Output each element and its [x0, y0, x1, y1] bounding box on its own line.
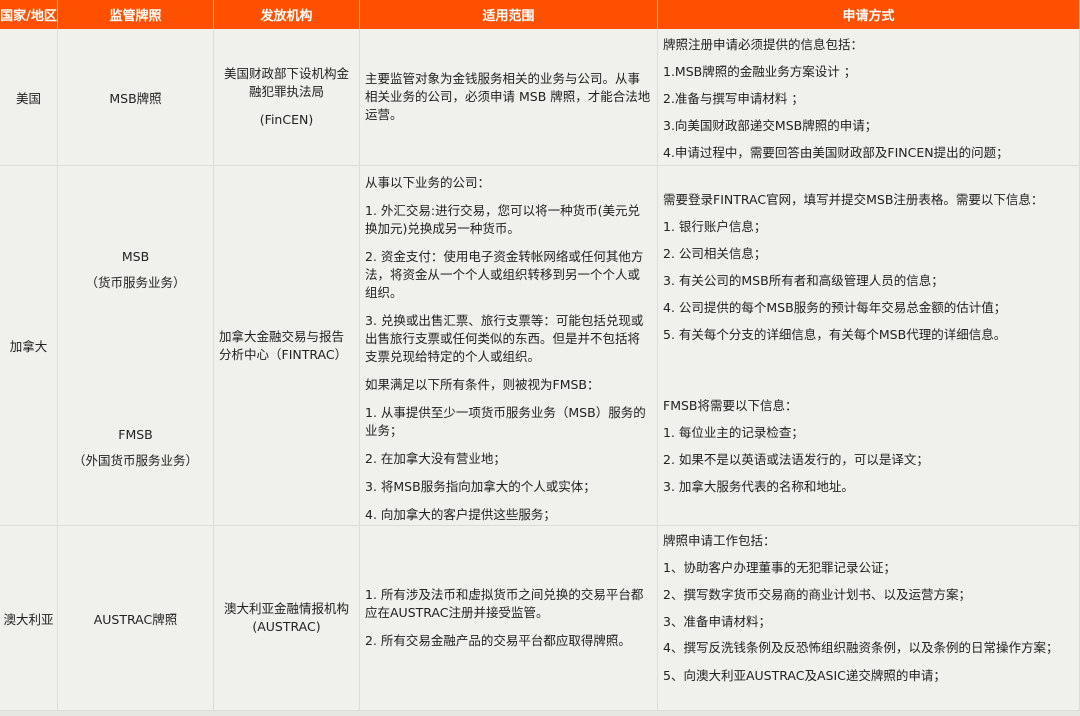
application-australia: 牌照申请工作包括： 1、协助客户办理董事的无犯罪记录公证； 2、撰写数字货币交易… — [658, 526, 1080, 711]
region-text: 加拿大 — [9, 339, 48, 354]
region-text: 美国 — [15, 90, 41, 106]
application-line: 4、撰写反洗钱条例及反恐怖组织融资条例，以及条例的日常操作方案； — [663, 640, 1059, 655]
license-desc: （货币服务业务） — [85, 275, 186, 290]
application-line: 5、向澳大利亚AUSTRAC及ASIC递交牌照的申请； — [663, 668, 946, 683]
issuer-abbr: (AUSTRAC) — [252, 619, 321, 634]
application-line: 4.申请过程中，需要回答由美国财政部及FINCEN提出的问题； — [663, 145, 1009, 160]
issuer-name: 加拿大金融交易与报告分析中心（FINTRAC） — [219, 328, 348, 362]
application-line: 3、准备申请材料； — [663, 614, 771, 629]
scope-line: 2. 资金支付：使用电子资金转帐网络或任何其他方法，将资金从一个个人或组织转移到… — [365, 249, 644, 300]
application-line: 2. 如果不是以英语或法语发行的，可以是译文； — [663, 452, 929, 467]
header-license: 监管牌照 — [58, 0, 214, 29]
license-canada: MSB （货币服务业务） FMSB （外国货币服务业务） — [58, 166, 214, 526]
application-line: 4. 公司提供的每个MSB服务的预计每年交易总金额的估计值； — [663, 300, 1007, 315]
header-region: 国家/地区 — [0, 0, 58, 29]
application-line: 1、协助客户办理董事的无犯罪记录公证； — [663, 560, 896, 575]
issuer-name: 美国财政部下设机构金融犯罪执法局 — [223, 66, 349, 99]
application-line: 2、撰写数字货币交易商的商业计划书、以及运营方案； — [663, 587, 971, 602]
scope-line: 2. 所有交易金融产品的交易平台都应取得牌照。 — [365, 633, 631, 648]
license-fmsb: FMSB （外国货币服务业务） — [58, 422, 213, 474]
application-line: 3. 加拿大服务代表的名称和地址。 — [663, 479, 854, 494]
scope-line: 4. 向加拿大的客户提供这些服务； — [365, 507, 556, 522]
scope-line: 1. 外汇交易:进行交易，您可以将一种货币(美元兑换加元)兑换成另一种货币。 — [365, 203, 640, 236]
scope-line: 3. 将MSB服务指向加拿大的个人或实体； — [365, 479, 596, 494]
application-usa: 牌照注册申请必须提供的信息包括： 1.MSB牌照的金融业务方案设计 ； 2.准备… — [658, 29, 1080, 166]
issuer-australia: 澳大利亚金融情报机构 (AUSTRAC) — [214, 526, 360, 711]
spacer — [663, 348, 1074, 392]
application-line: 1. 银行账户信息； — [663, 219, 767, 234]
header-issuer: 发放机构 — [214, 0, 360, 29]
application-line: 3.向美国财政部递交MSB牌照的申请； — [663, 118, 878, 133]
license-usa: MSB牌照 — [58, 29, 214, 166]
issuer-usa: 美国财政部下设机构金融犯罪执法局 (FinCEN) — [214, 29, 360, 166]
header-application: 申请方式 — [658, 0, 1080, 29]
application-line: 1.MSB牌照的金融业务方案设计 ； — [663, 64, 857, 79]
license-text: AUSTRAC牌照 — [93, 611, 178, 627]
scope-line: 2. 在加拿大没有营业地； — [365, 451, 506, 466]
table-next-row-edge — [0, 711, 1080, 716]
scope-canada: 从事以下业务的公司： 1. 外汇交易:进行交易，您可以将一种货币(美元兑换加元)… — [360, 166, 658, 526]
scope-line: 1. 从事提供至少一项货币服务业务（MSB）服务的业务； — [365, 405, 646, 438]
application-line: 3. 有关公司的MSB所有者和高级管理人员的信息； — [663, 273, 944, 288]
application-line: FMSB将需要以下信息： — [663, 398, 798, 413]
scope-line: 3. 兑换或出售汇票、旅行支票等：可能包括兑现或出售旅行支票或任何类似的东西。但… — [365, 313, 644, 364]
scope-australia: 1. 所有涉及法币和虚拟货币之间兑换的交易平台都应在AUSTRAC注册并接受监管… — [360, 526, 658, 711]
region-usa: 美国 — [0, 29, 58, 166]
application-line: 1. 每位业主的记录检查； — [663, 425, 804, 440]
application-line: 牌照注册申请必须提供的信息包括： — [663, 37, 864, 52]
scope-line: 如果满足以下所有条件，则被视为FMSB： — [365, 377, 600, 392]
scope-text: 主要监管对象为金钱服务相关的业务与公司。从事相关业务的公司，必须申请 MSB 牌… — [365, 71, 651, 122]
application-canada: 需要登录FINTRAC官网，填写并提交MSB注册表格。需要以下信息： 1. 银行… — [658, 166, 1080, 526]
region-canada: 加拿大 — [0, 166, 58, 526]
license-text: MSB — [121, 249, 150, 264]
region-australia: 澳大利亚 — [0, 526, 58, 711]
application-line: 2.准备与撰写申请材料 ； — [663, 91, 804, 106]
region-text: 澳大利亚 — [3, 611, 54, 627]
application-line: 2. 公司相关信息； — [663, 246, 767, 261]
issuer-canada: 加拿大金融交易与报告分析中心（FINTRAC） — [214, 166, 360, 526]
issuer-name: 澳大利亚金融情报机构 — [223, 601, 349, 616]
license-text: FMSB — [118, 427, 153, 442]
license-australia: AUSTRAC牌照 — [58, 526, 214, 711]
license-msb: MSB （货币服务业务） — [58, 244, 213, 296]
license-desc: （外国货币服务业务） — [72, 453, 198, 468]
license-text: MSB牌照 — [109, 90, 162, 106]
application-line: 5. 有关每个分支的详细信息，有关每个MSB代理的详细信息。 — [663, 327, 1007, 342]
scope-usa: 主要监管对象为金钱服务相关的业务与公司。从事相关业务的公司，必须申请 MSB 牌… — [360, 29, 658, 166]
application-line: 需要登录FINTRAC官网，填写并提交MSB注册表格。需要以下信息： — [663, 192, 1044, 207]
issuer-abbr: (FinCEN) — [259, 112, 314, 127]
header-scope: 适用范围 — [360, 0, 658, 29]
scope-line: 从事以下业务的公司： — [365, 175, 491, 190]
scope-line: 1. 所有涉及法币和虚拟货币之间兑换的交易平台都应在AUSTRAC注册并接受监管… — [365, 587, 644, 620]
application-line: 牌照申请工作包括： — [663, 533, 776, 548]
